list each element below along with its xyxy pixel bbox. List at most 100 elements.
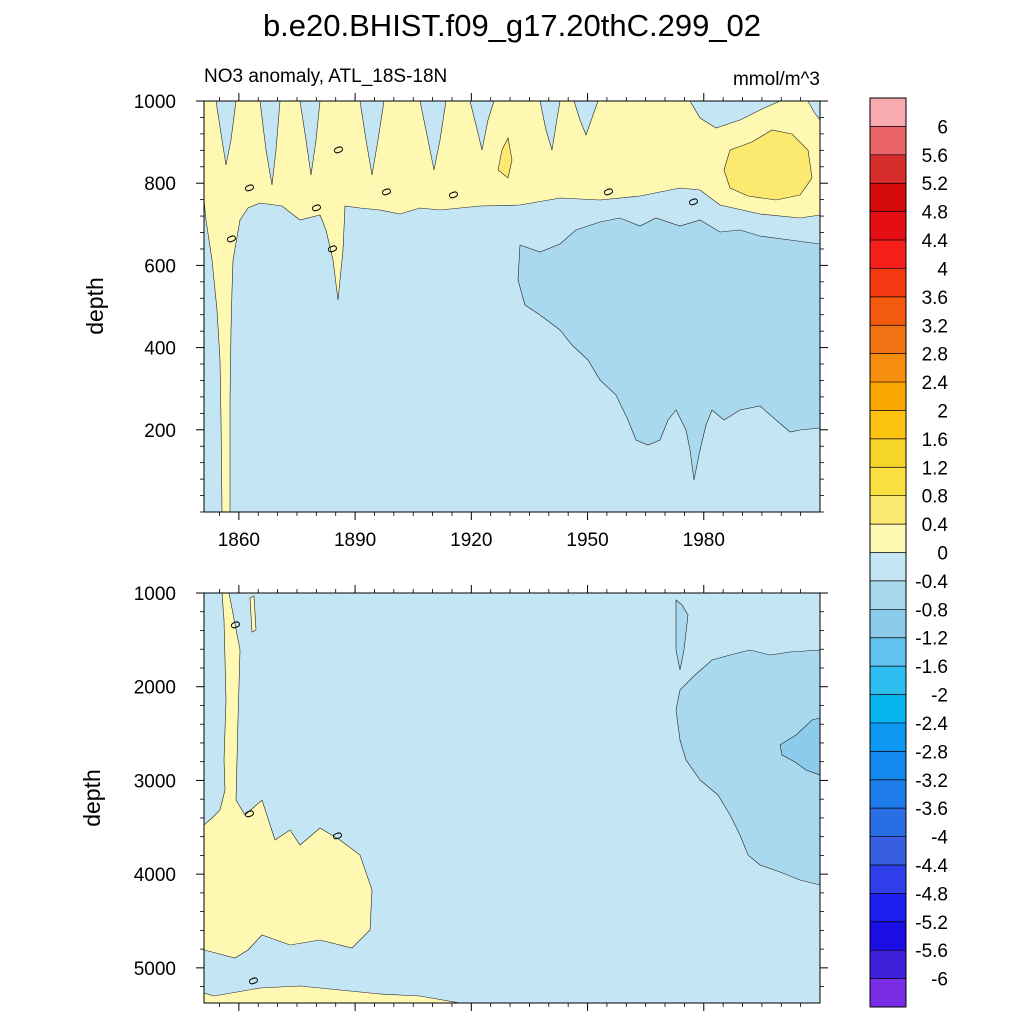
upper-x-tick-label: 1950: [566, 530, 608, 551]
lower-plot-frame: [203, 592, 821, 1004]
lower-y-tick-label: 1000: [134, 584, 176, 605]
colorbar-swatch: [870, 240, 906, 269]
colorbar-swatch: [870, 268, 906, 298]
colorbar-label: -6: [931, 970, 948, 991]
upper-positive-region: [204, 101, 820, 512]
colorbar-swatch: [870, 921, 906, 951]
colorbar-swatch: [870, 950, 906, 980]
colorbar-swatch: [870, 410, 906, 440]
upper-x-tick-label: 1860: [218, 530, 260, 551]
lower-y-tick-label: 2000: [134, 678, 176, 699]
colorbar-label: 2.4: [922, 373, 949, 394]
colorbar-label: 0: [937, 544, 948, 565]
colorbar-swatch: [870, 325, 906, 355]
upper-contour-labels: 0 0 0 0 0 0 0 0 0: [223, 144, 702, 255]
lower-contour-label-3: 0: [329, 830, 346, 842]
upper-contour-label-1: 0: [330, 144, 347, 156]
colorbar-swatch: [870, 524, 906, 553]
upper-contour-label-5: 0: [600, 186, 617, 198]
colorbar-frame: [869, 97, 907, 1008]
upper-contour-label-4: 0: [445, 189, 462, 201]
upper-y-tick-label: 400: [144, 339, 176, 360]
colorbar-label: -2.8: [915, 742, 948, 763]
colorbar-swatch: [870, 353, 906, 383]
colorbar-swatch: [870, 893, 906, 923]
upper-units: mmol/m^3: [733, 69, 820, 90]
colorbar-label: -4.8: [915, 884, 948, 905]
upper-contour-label-3: 0: [378, 186, 395, 198]
colorbar-swatch: [870, 637, 906, 667]
colorbar-swatch: [870, 467, 906, 497]
colorbar-swatch: [870, 779, 906, 809]
lower-positive-column: [204, 593, 461, 1003]
colorbar-label: -2.4: [915, 714, 948, 735]
upper-contour-label-2: 0: [241, 182, 258, 194]
colorbar-label: 5.6: [922, 146, 948, 167]
colorbar-label: 6: [937, 117, 948, 138]
colorbar-label: 1.6: [922, 430, 948, 451]
upper-y-tick-label: 1000: [134, 92, 176, 113]
main-title: b.e20.BHIST.f09_g17.20thC.299_02: [263, 8, 761, 43]
colorbar-label: 3.6: [922, 288, 948, 309]
colorbar-swatch: [870, 183, 906, 213]
lower-axis-ticks: 1000 2000 3000 4000 5000: [134, 584, 828, 1011]
colorbar-swatch: [870, 211, 906, 241]
colorbar-swatch: [870, 438, 906, 468]
colorbar-label: 4.8: [922, 203, 948, 224]
colorbar-swatch: [870, 751, 906, 781]
upper-negative-region: [517, 217, 820, 481]
lower-negative-core: [779, 717, 820, 776]
upper-contour-label-6: 0: [685, 196, 702, 208]
colorbar-swatch: [870, 836, 906, 866]
lower-positive-streak: [249, 595, 257, 633]
upper-y-tick-label: 200: [144, 421, 176, 442]
colorbar-swatch: [870, 154, 906, 184]
colorbar-label: 5.2: [922, 174, 948, 195]
colorbar-label: 0.8: [922, 487, 948, 508]
colorbar-label: 4: [937, 259, 948, 280]
upper-contour-label-9: 0: [324, 243, 341, 255]
colorbar-swatch: [870, 296, 906, 326]
lower-contour-label-2: 0: [241, 808, 258, 820]
colorbar-label: -5.2: [915, 913, 948, 934]
colorbar-swatch: [870, 722, 906, 752]
upper-axis-ticks: 1860 1890 1920 1950 1980 200 400 600 800 1000: [134, 92, 828, 551]
colorbar-swatch: [870, 98, 906, 127]
upper-x-tick-label: 1890: [334, 530, 376, 551]
lower-y-axis-label: depth: [79, 769, 105, 827]
upper-contour-field: [204, 101, 820, 512]
colorbar-label: -4: [931, 828, 948, 849]
colorbar-label: 4.4: [922, 231, 949, 252]
lower-panel: 0 0 0 0 depth 1000 2000 3000 4000 5000: [79, 584, 828, 1011]
lower-contour-labels: 0 0 0 0: [227, 619, 346, 987]
upper-subtitle: NO3 anomaly, ATL_18S-18N: [204, 66, 447, 87]
upper-y-tick-label: 600: [144, 256, 176, 277]
upper-panel: NO3 anomaly, ATL_18S-18N mmol/m^3 0 0 0 …: [82, 66, 828, 551]
lower-y-tick-label: 5000: [134, 959, 176, 980]
lower-y-tick-label: 4000: [134, 865, 176, 886]
colorbar-label: -0.8: [915, 600, 948, 621]
colorbar-label: -0.4: [915, 572, 948, 593]
lower-negative-region: [675, 599, 820, 886]
colorbar-swatch: [870, 864, 906, 894]
lower-contour-field: [204, 593, 820, 1003]
upper-contour-label-7: 0: [308, 202, 325, 214]
colorbar-swatch: [870, 609, 906, 639]
colorbar-swatch: [870, 580, 906, 610]
colorbar-label: 2.8: [922, 345, 948, 366]
colorbar-label: -5.6: [915, 941, 948, 962]
colorbar: 6 5.6 5.2 4.8 4.4 4 3.6 3.2 2.8 2.4 2 1.6 1.2 0.8 0.4 0…: [869, 97, 949, 1008]
colorbar-swatch: [870, 694, 906, 724]
colorbar-swatch: [870, 978, 906, 1008]
colorbar-label: -4.4: [915, 856, 948, 877]
colorbar-swatch: [870, 495, 906, 525]
upper-warm-patch: [497, 129, 813, 201]
colorbar-swatch: [870, 552, 906, 582]
colorbar-swatch: [870, 808, 906, 838]
colorbar-label: 0.4: [922, 515, 949, 536]
colorbar-label: -3.6: [915, 799, 948, 820]
colorbar-label: -1.2: [915, 629, 948, 650]
lower-y-tick-label: 3000: [134, 771, 176, 792]
upper-x-tick-label: 1920: [450, 530, 492, 551]
